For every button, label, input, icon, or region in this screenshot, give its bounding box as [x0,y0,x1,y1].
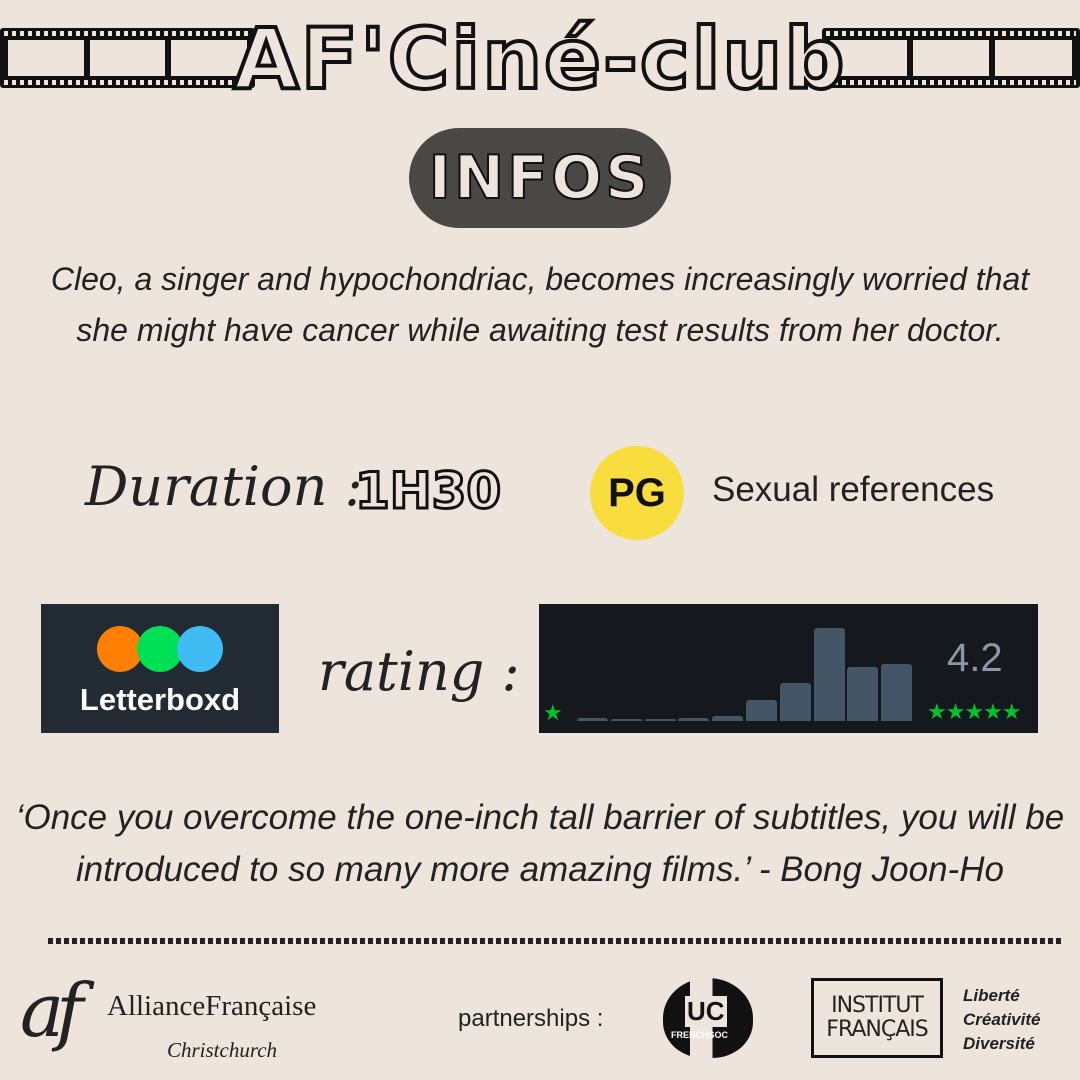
af-city: Christchurch [167,1038,278,1062]
rating-label: rating : [318,640,520,703]
letterboxd-name: Letterboxd [79,682,241,717]
histogram-bar-3.5 [779,683,811,721]
uc-frenchsoc-logo: UC FRENCHSOC [663,978,753,1058]
infos-badge: INFOS [409,128,671,228]
left-star: ★ [543,700,563,725]
film-strip-left [0,28,255,88]
quote: ‘Once you overcome the one-inch tall bar… [15,798,1065,889]
histogram-bar-1 [610,719,642,721]
page-title: AF'Ciné-club [232,8,847,110]
histogram-bar-0.5 [577,718,608,721]
histogram-bar-2.5 [712,716,744,721]
average-rating: 4.2 [947,636,1003,680]
duration-value: 1H30 [353,461,502,522]
film-strip-right [822,28,1080,88]
af-name: AllianceFrançaise [107,990,317,1022]
pg-badge: PG [590,446,684,540]
histogram-bar-4.5 [847,667,879,721]
af-logo: af [20,968,83,1054]
letterboxd-logo: Letterboxd [41,604,279,733]
histogram-bar-5 [881,664,913,721]
synopsis: Cleo, a singer and hypochondriac, become… [50,261,1030,348]
institut-francais-logo: INSTITUT FRANÇAIS [811,978,943,1058]
partnerships-label: partnerships : [458,1005,604,1032]
histogram-bar-4 [813,628,845,721]
divider [48,938,1063,944]
rating-histogram: ★ 4.2 ★★★★★ [539,604,1038,733]
motto: Liberté Créativité Diversité [963,986,1041,1053]
duration-label: Duration : [85,455,363,518]
histogram-bar-2 [678,718,710,721]
right-stars: ★★★★★ [927,699,1022,724]
histogram-bar-1.5 [644,719,676,721]
histogram-bar-3 [746,700,777,721]
rating-reason: Sexual references [712,470,995,509]
